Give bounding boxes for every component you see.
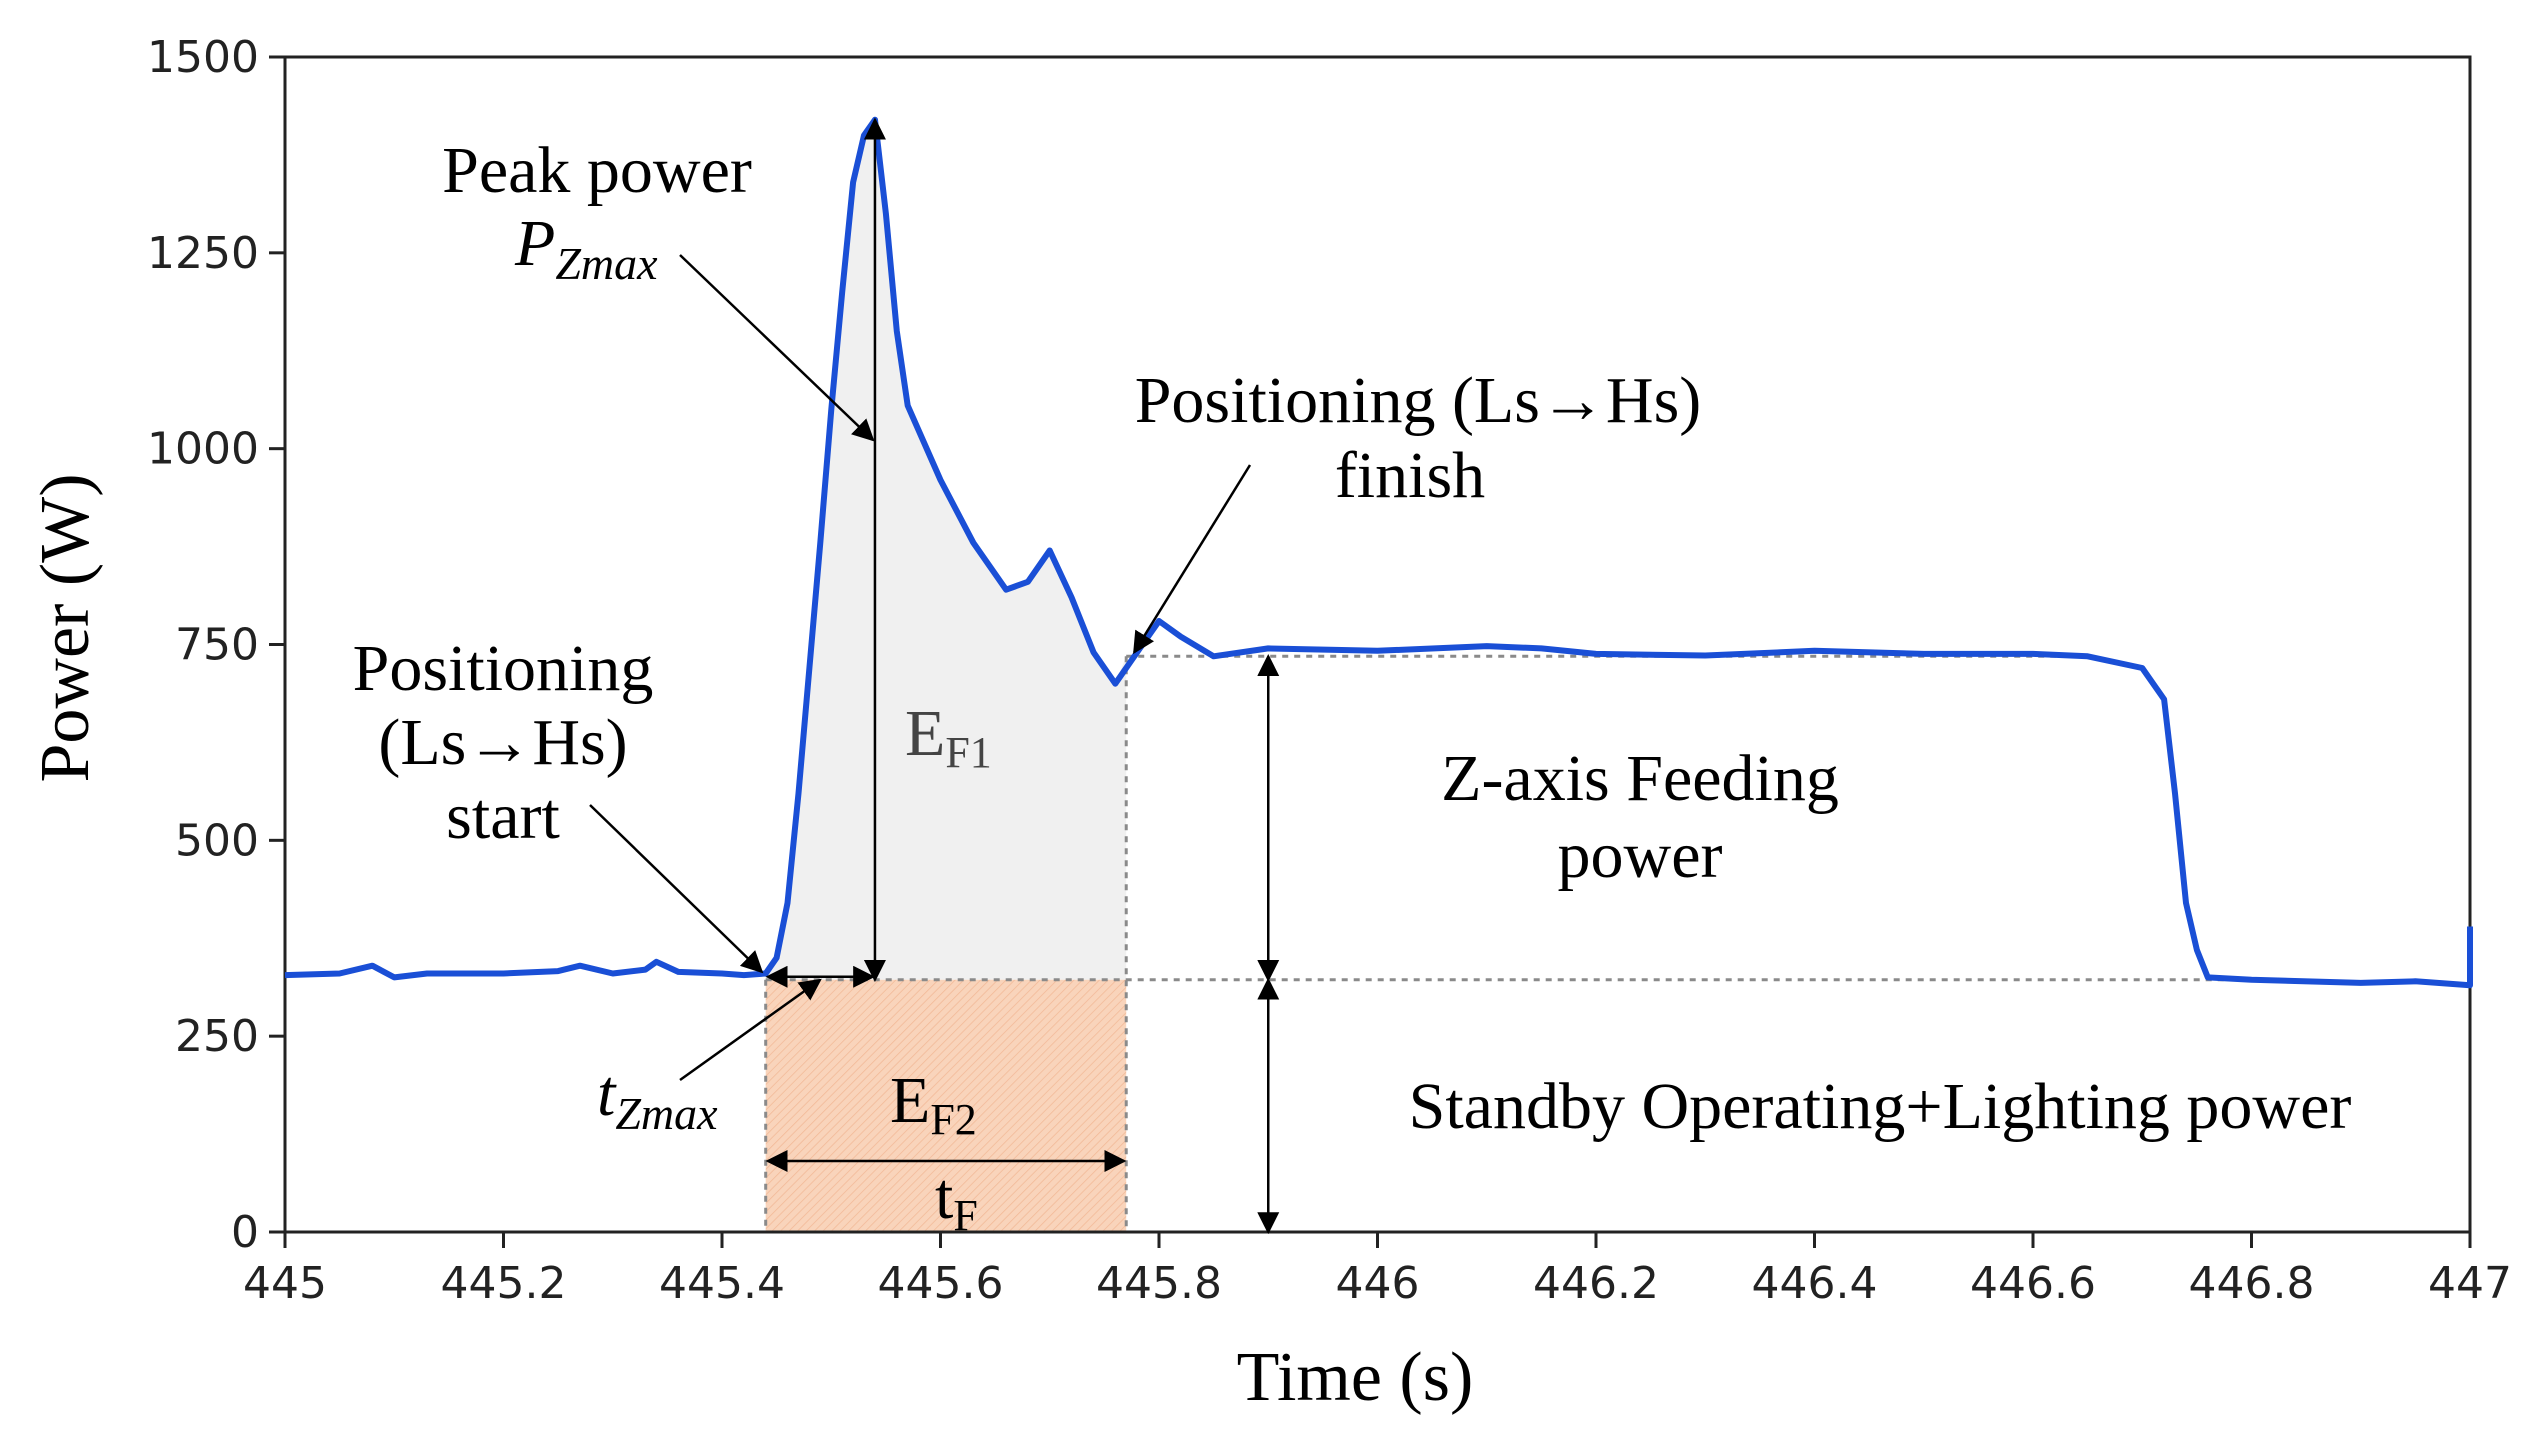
x-tick-label: 445.6 bbox=[878, 1258, 1004, 1309]
x-tick-label: 446.4 bbox=[1752, 1258, 1878, 1309]
x-tick-label: 446.6 bbox=[1970, 1258, 2096, 1309]
x-tick-label: 446.8 bbox=[2189, 1258, 2315, 1309]
annotation-arrows bbox=[589, 117, 1280, 1235]
ef2-label: EF2 bbox=[890, 1064, 977, 1144]
y-axis-title: Power (W) bbox=[27, 473, 104, 782]
y-tick-label: 1000 bbox=[147, 424, 259, 475]
area-fills bbox=[765, 119, 1127, 1232]
tf-label: tF bbox=[935, 1160, 978, 1240]
tzmax-label: tZmax bbox=[597, 1057, 718, 1139]
start-label-line3: start bbox=[446, 780, 560, 853]
y-tick-label: 500 bbox=[175, 815, 259, 866]
ef2-area bbox=[765, 979, 1127, 1232]
tzmax-pointer-arrow bbox=[679, 978, 822, 1082]
standby-power-label: Standby Operating+Lighting power bbox=[1409, 1070, 2352, 1143]
x-axis-title: Time (s) bbox=[1237, 1339, 1474, 1416]
axes: 0 250 500 750 1000 1250 1500 445 445.2 445.4 445.6… bbox=[147, 32, 2512, 1309]
y-tick-label: 0 bbox=[231, 1207, 259, 1258]
y-tick-label: 1500 bbox=[147, 32, 259, 83]
finish-label-line2: finish bbox=[1335, 439, 1485, 512]
x-tick-label: 445.2 bbox=[441, 1258, 567, 1309]
finish-pointer-arrow bbox=[1133, 464, 1252, 655]
x-tick-label: 446 bbox=[1336, 1258, 1420, 1309]
x-tick-label: 447 bbox=[2428, 1258, 2512, 1309]
finish-label-line1: Positioning (Ls→Hs) bbox=[1135, 364, 1702, 437]
ef1-label: EF1 bbox=[905, 697, 992, 777]
start-label-line1: Positioning bbox=[353, 632, 654, 705]
x-tick-label: 445 bbox=[243, 1258, 327, 1309]
start-label-line2: (Ls→Hs) bbox=[378, 706, 627, 779]
peak-pointer-arrow bbox=[679, 254, 875, 442]
feeding-power-line2: power bbox=[1558, 819, 1723, 892]
x-tick-label: 445.8 bbox=[1096, 1258, 1222, 1309]
y-tick-label: 1250 bbox=[147, 228, 259, 279]
start-pointer-arrow bbox=[589, 804, 764, 974]
peak-power-label: Peak power bbox=[442, 134, 752, 207]
feeding-power-line1: Z-axis Feeding bbox=[1441, 742, 1839, 815]
peak-power-symbol: PZmax bbox=[514, 207, 658, 289]
y-tick-label: 750 bbox=[175, 620, 259, 671]
y-tick-label: 250 bbox=[175, 1011, 259, 1062]
power-series-line bbox=[284, 116, 2473, 989]
x-tick-label: 446.2 bbox=[1533, 1258, 1659, 1309]
series-layer bbox=[284, 116, 2473, 989]
ef1-area bbox=[765, 119, 1127, 980]
x-tick-label: 445.4 bbox=[659, 1258, 785, 1309]
